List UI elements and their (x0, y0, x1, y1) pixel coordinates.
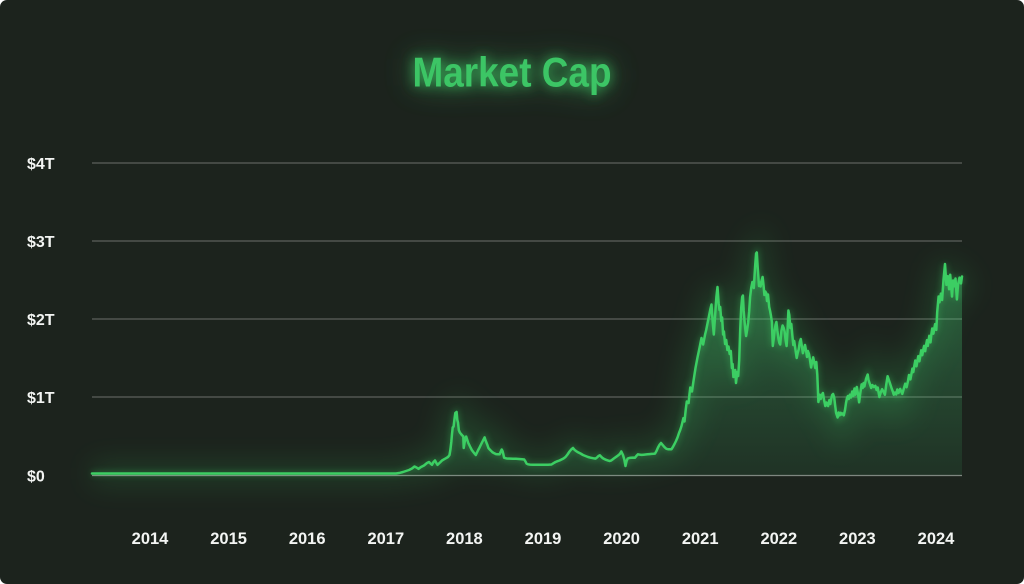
svg-text:2023: 2023 (839, 530, 876, 548)
svg-text:$2T: $2T (27, 312, 55, 329)
svg-text:Market Cap: Market Cap (413, 49, 612, 96)
svg-text:2014: 2014 (132, 530, 170, 548)
svg-text:$1T: $1T (27, 390, 55, 407)
svg-text:2019: 2019 (525, 530, 562, 548)
svg-text:2022: 2022 (760, 530, 797, 548)
svg-text:$0: $0 (27, 468, 45, 485)
svg-text:2020: 2020 (603, 530, 640, 548)
svg-text:2017: 2017 (367, 530, 404, 548)
svg-text:2018: 2018 (446, 530, 483, 548)
svg-text:2015: 2015 (210, 530, 247, 548)
svg-text:2021: 2021 (682, 530, 719, 548)
svg-text:$4T: $4T (27, 156, 55, 173)
svg-text:Market Cap: Market Cap (413, 49, 612, 96)
svg-text:$3T: $3T (27, 234, 55, 251)
svg-text:Market Cap: Market Cap (413, 49, 612, 96)
svg-text:2016: 2016 (289, 530, 326, 548)
svg-text:2024: 2024 (918, 530, 956, 548)
